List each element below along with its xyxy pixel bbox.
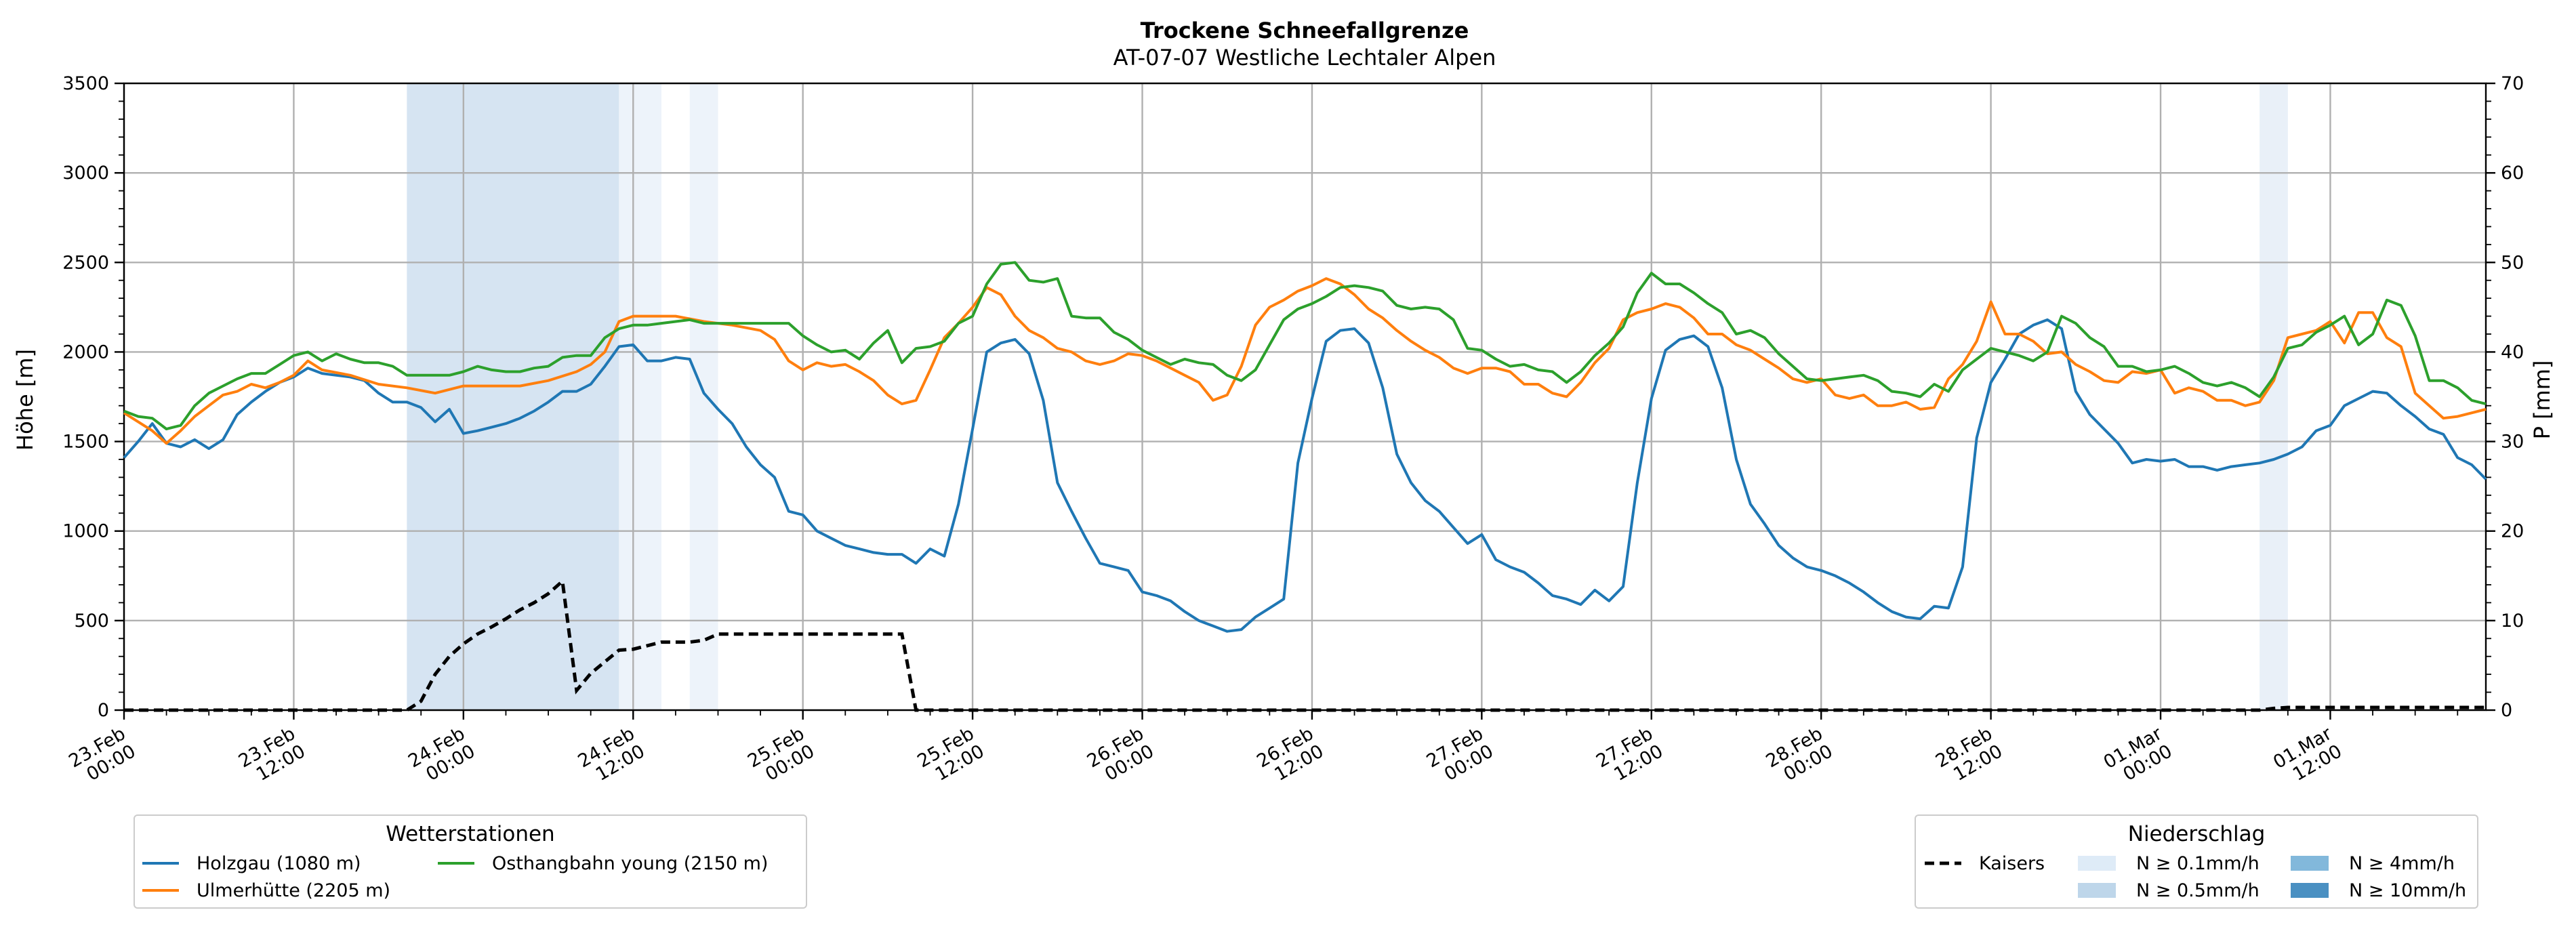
legend-box [1915, 814, 2478, 909]
y2-tick-label: 10 [2501, 611, 2524, 632]
legend-title: Wetterstationen [386, 822, 554, 846]
y2-tick-label: 50 [2501, 252, 2524, 273]
y2-tick-label: 30 [2501, 432, 2524, 453]
precip-shade-band [619, 83, 661, 710]
series-line-osthangbahn [123, 261, 2487, 431]
legend-label-ulmerhuette: Ulmerhütte (2205 m) [197, 880, 390, 901]
y2-tick-label: 20 [2501, 521, 2524, 542]
legend-weather-stations: Wetterstationen Holzgau (1080 m) Ulmerhü… [134, 814, 807, 909]
y-tick-label: 1000 [62, 521, 109, 542]
precip-shade-band [689, 83, 718, 710]
legend-label-holzgau: Holzgau (1080 m) [197, 853, 361, 874]
legend-label-osthangbahn: Osthangbahn young (2150 m) [492, 853, 768, 874]
series-line-kaisers [124, 577, 2486, 712]
series-line-holzgau [123, 318, 2487, 633]
legend-box [134, 814, 807, 909]
legend-swatch-n-4 [2291, 856, 2329, 871]
legend-swatch-n-0-1 [2078, 856, 2116, 871]
legend-label-n-4: N ≥ 4mm/h [2349, 853, 2455, 874]
series-lines [123, 261, 2487, 712]
y-tick-label: 500 [74, 611, 109, 632]
y2-axis-label: P [mm] [2529, 360, 2555, 440]
y-tick-label: 2000 [62, 342, 109, 363]
legend-swatch-n-10 [2291, 883, 2329, 898]
y-tick-label: 3500 [62, 73, 109, 94]
series-line-ulmerhuette [123, 277, 2487, 445]
legend-label-n-0-1: N ≥ 0.1mm/h [2136, 853, 2260, 874]
legend-label-kaisers: Kaisers [1979, 853, 2045, 874]
precip-shade-band [407, 83, 619, 710]
y-tick-label: 0 [98, 700, 109, 721]
y-axis-label: Höhe [m] [12, 349, 38, 451]
legend-title: Niederschlag [2128, 822, 2266, 846]
legend-swatch-n-0-5 [2078, 883, 2116, 898]
chart-title: Trockene Schneefallgrenze [1141, 18, 1469, 43]
y2-tick-label: 0 [2501, 700, 2512, 721]
legend-label-n-0-5: N ≥ 0.5mm/h [2136, 880, 2260, 901]
y2-tick-label: 60 [2501, 163, 2524, 184]
legend-label-n-10: N ≥ 10mm/h [2349, 880, 2466, 901]
y-tick-label: 2500 [62, 252, 109, 273]
legend-precipitation: Niederschlag Kaisers N ≥ 0.1mm/h N ≥ 0.5… [1915, 814, 2478, 909]
y2-tick-label: 40 [2501, 342, 2524, 363]
y2-tick-label: 70 [2501, 73, 2524, 94]
y-tick-label: 3000 [62, 163, 109, 184]
y-tick-label: 1500 [62, 432, 109, 453]
precipitation-shading [407, 83, 2288, 710]
chart-subtitle: AT-07-07 Westliche Lechtaler Alpen [1113, 45, 1496, 70]
